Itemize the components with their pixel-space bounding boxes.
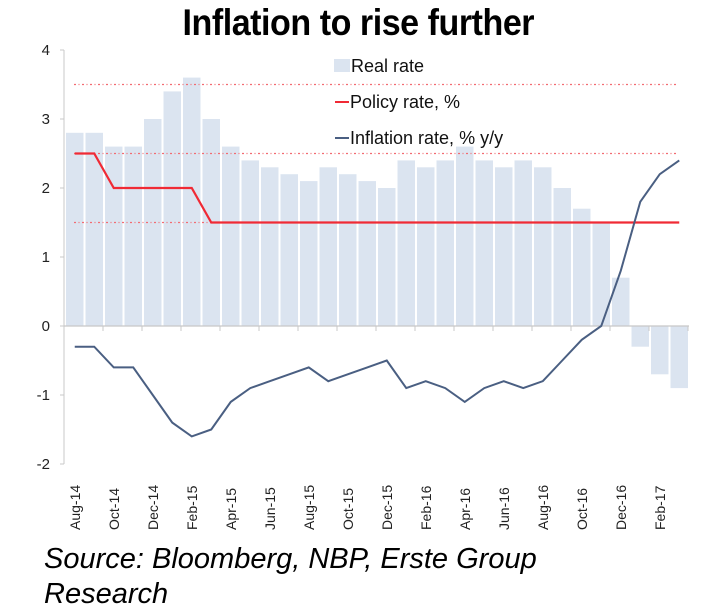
bar-Feb-17	[651, 326, 669, 375]
bar-Aug-14	[66, 132, 84, 326]
bar-Apr-16	[456, 146, 474, 326]
x-tick-label: Apr-16	[457, 488, 473, 530]
chart-title: Inflation to rise further	[182, 2, 535, 43]
x-tick-label: Dec-16	[613, 485, 629, 530]
bar-Jul-16	[514, 160, 532, 326]
bar-Sep-15	[319, 167, 337, 326]
bar-Jul-15	[280, 174, 298, 326]
x-tick-label: Feb-17	[652, 485, 668, 530]
bar-Jan-15	[163, 91, 181, 327]
bar-Oct-14	[105, 146, 123, 326]
bars-real-rate	[66, 77, 688, 389]
bar-Dec-16	[612, 277, 630, 326]
legend-label-inflation-rate: Inflation rate, % y/y	[350, 128, 503, 148]
x-tick-label: Aug-14	[67, 485, 83, 530]
y-tick-label: -1	[37, 387, 50, 404]
x-tick-label: Aug-16	[535, 485, 551, 530]
bar-Dec-15	[378, 188, 396, 326]
bar-Apr-15	[222, 146, 240, 326]
y-tick-label: 1	[42, 249, 50, 266]
bar-Jan-17	[631, 326, 649, 347]
y-tick-label: 3	[42, 111, 50, 128]
x-tick-label: Feb-16	[418, 485, 434, 530]
bar-May-16	[475, 160, 493, 326]
legend-label-policy-rate: Policy rate, %	[350, 92, 460, 112]
legend: Real rate Policy rate, % Inflation rate,…	[334, 56, 503, 148]
x-tick-label: Feb-15	[184, 485, 200, 530]
bar-Feb-16	[417, 167, 435, 326]
bar-Jun-16	[495, 167, 513, 326]
bar-Mar-16	[436, 160, 454, 326]
x-tick-label: Apr-15	[223, 488, 239, 530]
bar-Jan-16	[397, 160, 415, 326]
bar-Nov-15	[358, 181, 376, 326]
inflation-rate-line	[74, 159, 680, 438]
x-tick-label: Dec-15	[379, 485, 395, 530]
y-tick-label: 2	[42, 180, 50, 197]
bar-May-15	[241, 160, 259, 326]
bar-Dec-14	[144, 119, 162, 326]
bar-Aug-16	[534, 167, 552, 326]
source-note: Source: Bloomberg, NBP, Erste Group Rese…	[44, 543, 537, 610]
series-lines	[74, 152, 680, 438]
y-tick-label: 4	[42, 42, 50, 59]
y-tick-label: -2	[37, 456, 50, 473]
bar-Oct-15	[339, 174, 357, 326]
x-tick-label: Jun-15	[262, 487, 278, 530]
legend-swatch-real-rate	[334, 59, 350, 72]
x-tick-label: Aug-15	[301, 485, 317, 530]
bar-Sep-14	[85, 132, 103, 326]
bar-Mar-17	[670, 326, 688, 389]
bar-Jun-15	[261, 167, 279, 326]
x-tick-label: Oct-14	[106, 488, 122, 530]
bar-Oct-16	[573, 208, 591, 326]
x-tick-label: Oct-15	[340, 488, 356, 530]
bar-Nov-14	[124, 146, 142, 326]
legend-label-real-rate: Real rate	[351, 56, 424, 76]
axes: 4 3 2 1 0 -1 -2 Aug-14 Oct-14 Dec-14 Feb-15 Apr-15 J…	[37, 42, 689, 530]
y-tick-label: 0	[42, 318, 50, 335]
bar-Feb-15	[183, 77, 201, 326]
bar-Sep-16	[553, 188, 571, 326]
reference-lines	[74, 83, 678, 224]
x-tick-label: Dec-14	[145, 485, 161, 530]
x-tick-label: Jun-16	[496, 487, 512, 530]
x-tick-label: Oct-16	[574, 488, 590, 530]
bar-Nov-16	[592, 222, 610, 326]
bar-Aug-15	[300, 181, 318, 326]
policy-rate-line	[74, 152, 680, 224]
